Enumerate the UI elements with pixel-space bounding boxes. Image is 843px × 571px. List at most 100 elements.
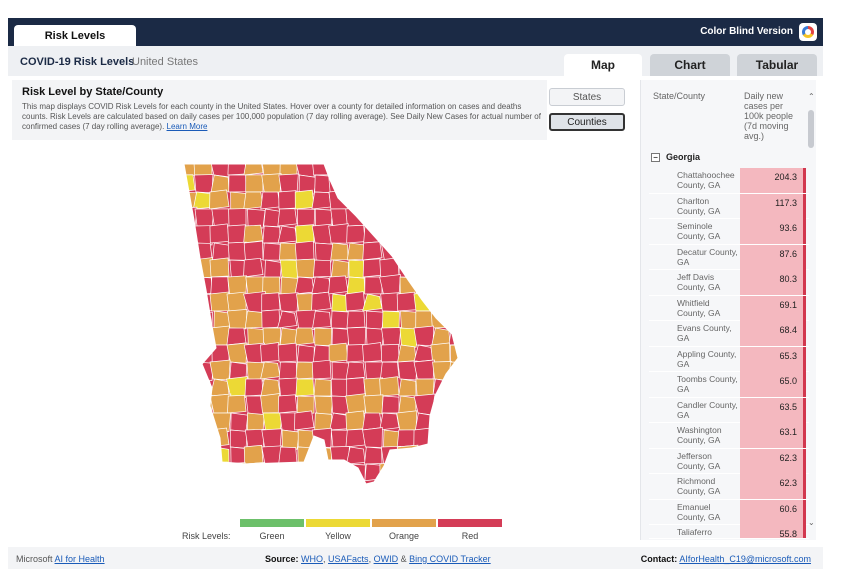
- county-region[interactable]: [450, 344, 467, 364]
- county-region[interactable]: [346, 158, 366, 176]
- county-region[interactable]: [465, 345, 468, 362]
- county-region[interactable]: [192, 257, 213, 278]
- county-region[interactable]: [178, 429, 196, 448]
- county-region[interactable]: [447, 446, 467, 465]
- column-header-state-county[interactable]: State/County: [653, 91, 706, 101]
- tab-risk-levels[interactable]: Risk Levels: [14, 25, 136, 47]
- county-region[interactable]: [277, 208, 298, 227]
- county-region[interactable]: [430, 308, 451, 329]
- county-region[interactable]: [449, 480, 467, 488]
- county-region[interactable]: [431, 208, 451, 227]
- county-region[interactable]: [364, 446, 383, 465]
- county-region[interactable]: [209, 359, 231, 381]
- county-region[interactable]: [179, 395, 197, 415]
- county-region[interactable]: [192, 326, 213, 346]
- county-region[interactable]: [260, 342, 281, 363]
- county-region[interactable]: [246, 412, 265, 432]
- county-region[interactable]: [294, 327, 315, 346]
- county-region[interactable]: [261, 463, 281, 482]
- county-region[interactable]: [432, 463, 451, 482]
- county-region[interactable]: [345, 189, 367, 211]
- county-region[interactable]: [178, 308, 196, 329]
- county-map[interactable]: [178, 158, 468, 488]
- county-region[interactable]: [312, 344, 332, 363]
- table-row[interactable]: Jefferson County, GA 62.3: [649, 448, 809, 474]
- county-region[interactable]: [279, 480, 298, 488]
- county-region[interactable]: [345, 291, 366, 312]
- color-blind-toggle[interactable]: [799, 23, 817, 41]
- table-row[interactable]: Richmond County, GA 62.3: [649, 474, 809, 500]
- county-region[interactable]: [413, 189, 434, 210]
- county-region[interactable]: [465, 328, 468, 345]
- county-region[interactable]: [260, 478, 282, 488]
- county-region[interactable]: [379, 412, 400, 431]
- column-header-daily-cases[interactable]: Daily new cases per 100k people (7d movi…: [744, 91, 794, 141]
- county-region[interactable]: [192, 444, 213, 465]
- collapse-icon[interactable]: −: [651, 152, 660, 162]
- county-region[interactable]: [193, 479, 214, 488]
- county-region[interactable]: [227, 394, 247, 414]
- tab-chart[interactable]: Chart: [650, 54, 730, 76]
- learn-more-link[interactable]: Learn More: [166, 122, 208, 131]
- county-region[interactable]: [228, 208, 247, 227]
- county-region[interactable]: [379, 376, 400, 397]
- county-region[interactable]: [448, 293, 467, 312]
- county-region[interactable]: [431, 327, 451, 346]
- table-row[interactable]: Seminole County, GA 93.6: [649, 219, 809, 245]
- county-region[interactable]: [433, 480, 452, 488]
- county-region[interactable]: [379, 172, 400, 193]
- county-region[interactable]: [380, 343, 400, 363]
- county-region[interactable]: [467, 192, 468, 209]
- county-region[interactable]: [178, 225, 196, 244]
- county-region[interactable]: [381, 327, 402, 348]
- county-region[interactable]: [295, 224, 315, 244]
- county-region[interactable]: [397, 158, 417, 176]
- county-region[interactable]: [260, 361, 281, 380]
- county-region[interactable]: [209, 461, 230, 482]
- county-region[interactable]: [448, 428, 467, 448]
- county-region[interactable]: [397, 208, 417, 227]
- county-region[interactable]: [466, 260, 468, 277]
- county-region[interactable]: [315, 480, 334, 488]
- county-region[interactable]: [399, 327, 419, 348]
- county-region[interactable]: [396, 429, 417, 448]
- county-region[interactable]: [312, 259, 332, 278]
- county-region[interactable]: [193, 276, 213, 295]
- county-region[interactable]: [245, 174, 264, 193]
- county-region[interactable]: [279, 242, 298, 261]
- county-region[interactable]: [465, 360, 468, 379]
- scroll-thumb[interactable]: [808, 110, 814, 148]
- county-region[interactable]: [379, 478, 401, 488]
- county-region[interactable]: [364, 276, 383, 295]
- county-region[interactable]: [448, 395, 467, 414]
- county-region[interactable]: [315, 446, 333, 466]
- county-region[interactable]: [448, 327, 467, 346]
- county-region[interactable]: [346, 377, 366, 397]
- county-region[interactable]: [328, 223, 349, 244]
- county-region[interactable]: [382, 191, 401, 211]
- county-region[interactable]: [193, 394, 213, 414]
- county-region[interactable]: [330, 378, 350, 398]
- county-region[interactable]: [211, 344, 230, 363]
- county-region[interactable]: [329, 412, 349, 431]
- county-region[interactable]: [260, 393, 281, 414]
- county-region[interactable]: [313, 378, 332, 397]
- county-region[interactable]: [448, 411, 468, 431]
- county-region[interactable]: [330, 310, 349, 329]
- county-region[interactable]: [433, 225, 451, 244]
- county-region[interactable]: [362, 427, 383, 448]
- county-region[interactable]: [246, 361, 266, 382]
- county-region[interactable]: [247, 208, 266, 229]
- county-region[interactable]: [415, 310, 434, 329]
- county-region[interactable]: [430, 257, 451, 278]
- county-region[interactable]: [345, 361, 366, 380]
- county-region[interactable]: [447, 461, 467, 482]
- source-usafacts-link[interactable]: USAFacts: [328, 554, 369, 564]
- county-region[interactable]: [413, 461, 434, 482]
- county-region[interactable]: [362, 342, 383, 363]
- county-region[interactable]: [431, 275, 451, 295]
- county-region[interactable]: [243, 158, 264, 176]
- county-region[interactable]: [328, 342, 349, 363]
- county-region[interactable]: [400, 225, 418, 245]
- county-region[interactable]: [330, 242, 349, 261]
